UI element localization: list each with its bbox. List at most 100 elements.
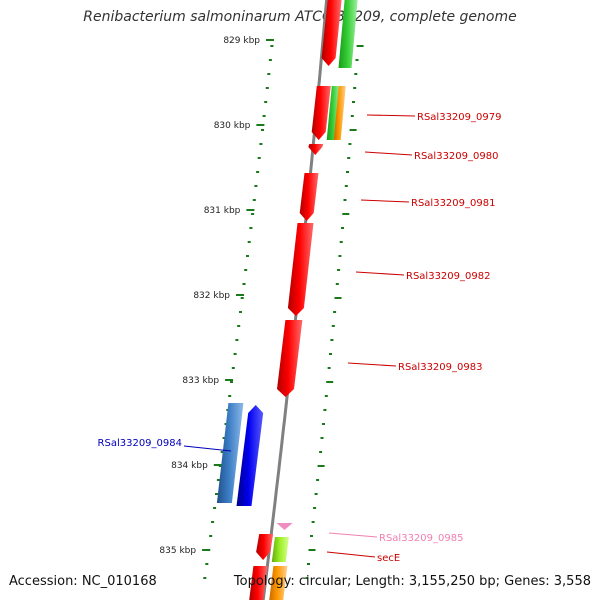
scale-tick — [256, 124, 265, 126]
gene-bar-downstream[interactable] — [249, 566, 268, 600]
feature-bar-orange[interactable] — [333, 86, 346, 140]
outer-guide-dot — [337, 269, 341, 271]
outer-guide-dot — [342, 213, 350, 215]
inner-guide-dot — [254, 185, 258, 187]
gene-label-rsal33209_0979[interactable]: RSal33209_0979 — [417, 112, 501, 123]
scale-tick-label: 830 kbp — [214, 121, 251, 131]
gene-bar-upstream[interactable] — [321, 0, 342, 66]
gene-label-rsal33209_0981[interactable]: RSal33209_0981 — [411, 198, 495, 209]
gene-label-leader — [183, 445, 232, 452]
scale-tick-label: 835 kbp — [159, 546, 196, 556]
gene-bar-rsal33209-0979[interactable] — [311, 86, 331, 140]
outer-guide-dot — [326, 381, 334, 383]
inner-guide-dot — [257, 157, 261, 159]
outer-guide-dot — [305, 577, 309, 579]
feature-bar-orange-lower[interactable] — [269, 566, 288, 600]
gene-label-rsal33209_0983[interactable]: RSal33209_0983 — [398, 362, 482, 373]
outer-guide-dot — [353, 87, 357, 89]
outer-guide-dot — [313, 507, 317, 509]
scale-tick — [266, 39, 274, 41]
feature-bar-green-small[interactable] — [326, 86, 340, 140]
gene-bar-sece[interactable] — [256, 534, 274, 560]
inner-guide-dot — [237, 325, 241, 327]
gene-label-rsal33209_0980[interactable]: RSal33209_0980 — [414, 151, 498, 162]
inner-guide-dot — [216, 479, 220, 481]
outer-guide-dot — [346, 171, 349, 173]
inner-guide-dot — [233, 353, 237, 355]
topology-text: Topology: circular; Length: 3,155,250 bp… — [233, 574, 591, 589]
outer-guide-dot — [350, 115, 354, 117]
feature-bar-lime[interactable] — [271, 537, 289, 562]
outer-guide-dot — [310, 535, 313, 537]
gene-label-leader — [326, 551, 376, 558]
scale-tick-label: 834 kbp — [171, 461, 208, 471]
outer-guide-dot — [339, 241, 343, 243]
outer-guide-dot — [330, 339, 334, 341]
inner-guide-dot — [222, 437, 226, 439]
outer-guide-dot — [324, 395, 328, 397]
gene-label-leader — [347, 362, 397, 367]
feature-bar-green[interactable] — [338, 0, 358, 68]
outer-guide-dot — [344, 185, 348, 187]
outer-guide-dot — [341, 227, 344, 229]
gene-label-leader — [366, 114, 416, 117]
gene-bar-reverse-adjacent[interactable] — [216, 403, 244, 503]
inner-guide-dot — [267, 73, 271, 75]
gene-bar-rsal33209-0983[interactable] — [277, 320, 303, 397]
outer-guide-dot — [319, 451, 323, 453]
outer-guide-dot — [308, 549, 316, 551]
inner-guide-dot — [203, 577, 207, 579]
inner-guide-dot — [230, 381, 233, 383]
outer-guide-dot — [329, 353, 332, 355]
scale-tick — [225, 379, 234, 381]
gene-bar-rsal33209-0981[interactable] — [299, 173, 319, 221]
rna-marker-rsal33209-0985[interactable] — [276, 523, 293, 530]
inner-guide-dot — [239, 311, 242, 313]
inner-guide-dot — [249, 227, 253, 229]
gene-label-sece[interactable]: secE — [377, 553, 400, 564]
inner-guide-dot — [215, 493, 218, 495]
gene-bar-rsal33209-0980[interactable] — [308, 144, 324, 155]
accession-text: Accession: NC_010168 — [9, 574, 157, 589]
scale-tick-label: 831 kbp — [204, 206, 241, 216]
inner-guide-dot — [242, 283, 246, 285]
outer-guide-dot — [348, 143, 352, 145]
scale-tick-label: 833 kbp — [182, 376, 219, 386]
outer-guide-dot — [352, 101, 355, 103]
gene-label-leader — [355, 271, 405, 276]
outer-guide-dot — [323, 409, 327, 411]
gene-label-rsal33209_0985[interactable]: RSal33209_0985 — [379, 533, 463, 544]
scale-tick-label: 829 kbp — [223, 36, 260, 46]
inner-guide-dot — [240, 297, 244, 299]
outer-guide-dot — [355, 59, 359, 61]
outer-guide-dot — [320, 437, 324, 439]
inner-guide-dot — [256, 171, 260, 173]
inner-guide-dot — [235, 339, 239, 341]
inner-guide-dot — [246, 255, 249, 257]
inner-guide-dot — [265, 87, 269, 89]
gene-label-rsal33209-0984[interactable]: RSal33209_0984 — [98, 438, 182, 449]
inner-guide-dot — [231, 367, 235, 369]
inner-guide-dot — [259, 143, 263, 145]
inner-guide-dot — [247, 241, 251, 243]
inner-guide-dot — [244, 269, 248, 271]
gene-bar-rsal33209-0982[interactable] — [287, 223, 314, 316]
gene-label-rsal33209_0982[interactable]: RSal33209_0982 — [406, 271, 490, 282]
scale-tick — [246, 209, 255, 211]
inner-guide-dot — [252, 199, 256, 201]
outer-guide-dot — [354, 73, 358, 75]
inner-guide-dot — [228, 395, 232, 397]
outer-guide-dot — [316, 479, 320, 481]
outer-guide-dot — [343, 199, 347, 201]
outer-guide-dot — [314, 493, 318, 495]
outer-guide-dot — [335, 283, 339, 285]
inner-guide-dot — [205, 563, 209, 565]
gene-bar-rsal33209-0984[interactable] — [236, 405, 264, 506]
inner-guide-dot — [220, 451, 224, 453]
inner-guide-dot — [251, 213, 255, 215]
inner-guide-dot — [261, 129, 264, 131]
outer-guide-dot — [327, 367, 331, 369]
inner-guide-dot — [209, 535, 213, 537]
